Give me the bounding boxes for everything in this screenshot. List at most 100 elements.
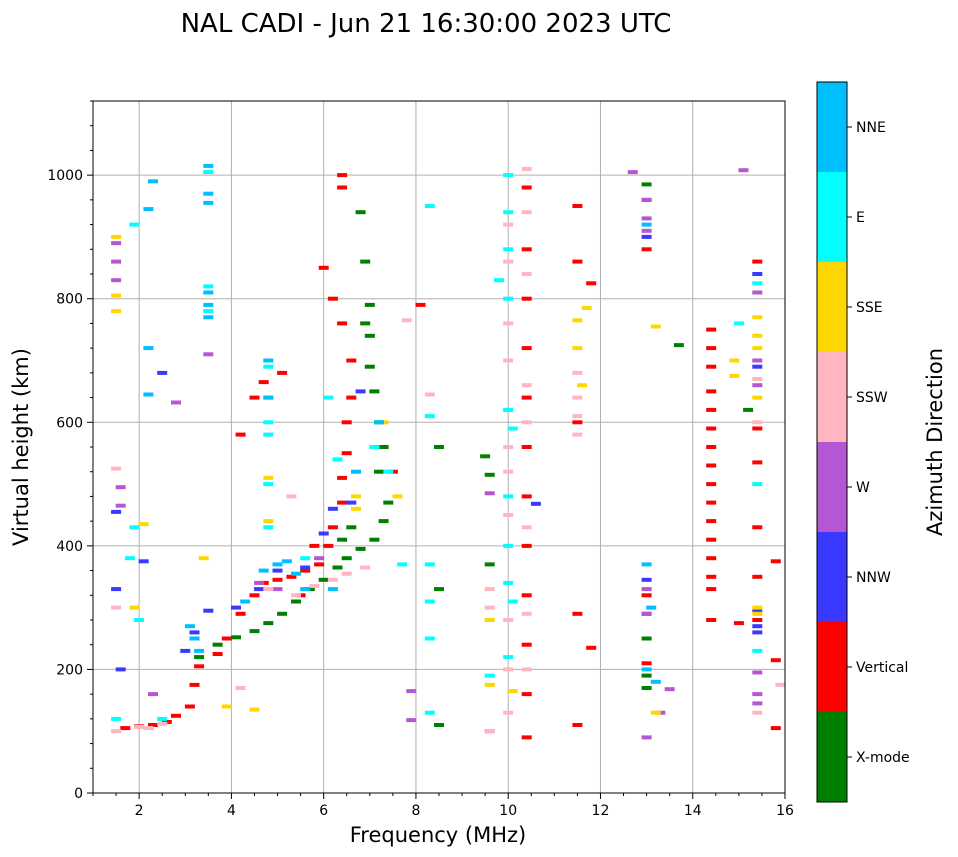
data-point-vertical [318,265,329,270]
data-point-vertical [327,525,338,530]
data-point-ssw [572,395,583,400]
data-point-w [115,485,126,490]
data-point-vertical [706,482,717,487]
data-point-vertical [572,611,583,616]
data-point-ssw [286,494,297,499]
data-point-w [171,400,181,405]
data-point-e [503,655,514,660]
data-point-nnw [111,587,122,592]
colorbar-label: Vertical [856,660,908,676]
data-point-e [484,673,495,678]
data-point-vertical [300,568,311,573]
colorbar-label: SSW [856,390,888,406]
data-point-ssw [521,272,532,276]
colorbar-segment [817,442,847,532]
data-point-vertical [733,621,744,626]
data-point-ssw [309,584,320,588]
data-point-w [115,503,126,508]
data-point-sse [263,519,274,524]
data-point-vertical [752,460,763,465]
colorbar-label: SSE [856,300,883,316]
y-axis-label: Virtual height (km) [9,348,33,546]
data-point-x-mode [743,407,754,412]
data-point-e [424,636,435,641]
data-point-e [129,222,140,227]
data-point-vertical [212,652,223,656]
data-point-nnw [189,630,200,635]
data-point-vertical [572,723,583,727]
data-point-sse [198,556,209,561]
data-point-w [752,358,763,363]
data-point-sse [650,710,661,715]
colorbar-segment [817,712,847,802]
data-point-sse [484,618,495,622]
data-point-nnw [752,364,763,369]
data-point-nne [203,302,214,307]
data-point-x-mode [332,565,343,570]
data-point-e [752,482,763,487]
data-point-x-mode [378,519,389,524]
data-point-ssw [503,358,514,363]
data-point-nnw [752,624,763,629]
data-point-ssw [572,432,583,437]
data-point-nne [291,571,301,576]
data-point-e [263,482,274,487]
data-point-sse [138,522,149,527]
data-point-e [503,494,514,499]
data-point-nnw [111,509,122,514]
data-point-vertical [521,642,532,647]
data-point-x-mode [346,525,357,530]
data-point-vertical [221,636,232,641]
data-point-e [424,599,435,604]
data-point-vertical [521,247,532,252]
data-point-x-mode [374,469,384,474]
data-point-ssw [752,710,763,715]
data-point-sse [752,605,763,610]
data-point-w [484,491,495,496]
y-tick-label: 1000 [47,168,83,184]
data-point-e [507,426,518,431]
data-point-ssw [521,210,532,215]
data-point-e [263,364,274,369]
data-point-vertical [706,463,717,468]
data-point-vertical [521,494,532,499]
data-point-nne [272,562,283,567]
data-point-sse [752,611,763,616]
data-point-x-mode [364,333,375,338]
data-point-ssw [775,682,786,687]
data-point-w [641,735,652,740]
data-point-ssw [235,686,246,690]
data-point-e [203,284,214,289]
data-point-nnw [115,667,126,672]
data-point-vertical [706,574,717,579]
x-tick-label: 14 [684,803,702,819]
data-point-sse [111,309,122,314]
data-point-nne [143,392,154,397]
data-point-ssw [572,414,583,419]
data-point-sse [351,494,361,499]
data-point-vertical [586,645,597,650]
data-point-w [627,170,638,175]
data-point-sse [572,318,583,323]
data-point-sse [729,358,740,363]
data-point-nne [189,636,200,641]
data-point-ssw [484,587,495,592]
data-point-w [752,670,763,675]
data-point-ssw [111,466,122,471]
data-point-w [738,168,749,173]
data-point-vertical [586,281,597,286]
data-point-vertical [706,618,717,622]
data-point-x-mode [434,445,444,449]
data-point-nne [203,315,214,320]
data-point-w [111,241,122,246]
chart-title: NAL CADI - Jun 21 16:30:00 2023 UTC [181,9,672,39]
data-point-ssw [484,605,495,610]
data-point-ssw [752,420,763,425]
data-point-nne [203,163,214,168]
data-point-e [733,321,744,326]
data-point-sse [351,506,361,511]
data-point-vertical [309,543,320,548]
data-point-w [203,352,214,357]
data-point-vertical [235,611,246,616]
data-point-nne [143,346,154,351]
